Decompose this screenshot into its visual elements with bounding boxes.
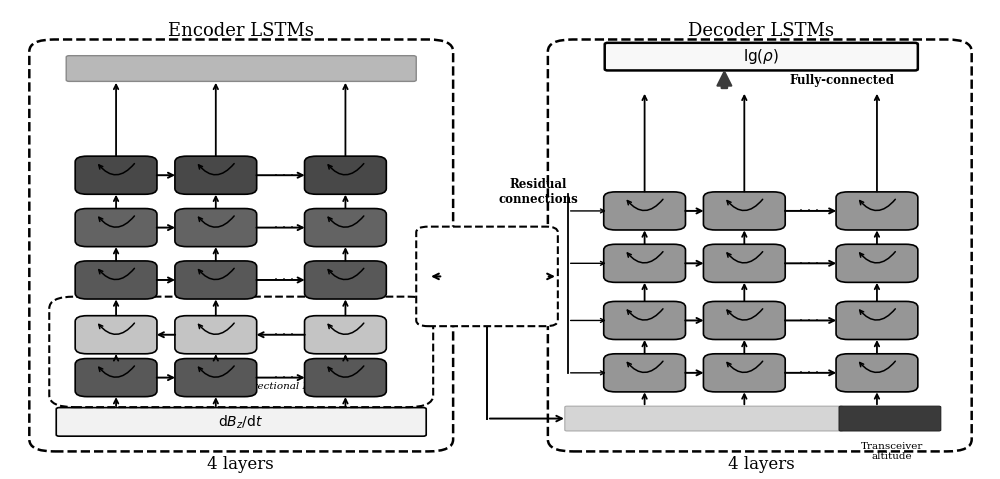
FancyBboxPatch shape [175,208,257,247]
Text: Fully-connected: Fully-connected [789,74,894,88]
FancyBboxPatch shape [305,156,386,194]
Text: $\mathrm{lg}(\rho)$: $\mathrm{lg}(\rho)$ [743,47,779,66]
Text: 4 layers: 4 layers [207,456,274,473]
FancyBboxPatch shape [836,192,918,230]
Text: Attention
module: Attention module [452,262,522,290]
FancyBboxPatch shape [175,316,257,354]
FancyBboxPatch shape [416,227,558,326]
Text: · · ·: · · · [799,257,819,270]
Text: · · ·: · · · [274,371,294,384]
FancyBboxPatch shape [56,408,426,436]
Text: Decoder LSTMs: Decoder LSTMs [688,22,834,40]
Text: · · ·: · · · [274,328,294,341]
FancyBboxPatch shape [75,156,157,194]
Text: · · ·: · · · [274,221,294,234]
FancyBboxPatch shape [605,43,918,70]
FancyBboxPatch shape [175,156,257,194]
Text: · · ·: · · · [799,314,819,327]
Text: · · ·: · · · [799,366,819,379]
FancyBboxPatch shape [305,208,386,247]
FancyBboxPatch shape [565,406,843,431]
FancyBboxPatch shape [75,359,157,397]
FancyBboxPatch shape [66,56,416,81]
Text: · · ·: · · · [274,274,294,286]
FancyBboxPatch shape [75,261,157,299]
Text: $\mathrm{d}B_z/\mathrm{d}t$: $\mathrm{d}B_z/\mathrm{d}t$ [218,413,263,431]
Text: Transceiver
altitude: Transceiver altitude [861,442,923,461]
FancyBboxPatch shape [175,359,257,397]
FancyBboxPatch shape [703,192,785,230]
Text: Residual
connections: Residual connections [498,178,578,206]
Text: Bi-directional LSTM layer: Bi-directional LSTM layer [228,382,363,391]
FancyBboxPatch shape [703,244,785,282]
FancyBboxPatch shape [175,261,257,299]
FancyBboxPatch shape [305,316,386,354]
Text: 4 layers: 4 layers [728,456,795,473]
FancyBboxPatch shape [305,261,386,299]
FancyBboxPatch shape [305,359,386,397]
FancyBboxPatch shape [836,244,918,282]
FancyBboxPatch shape [836,354,918,392]
Text: Encoder LSTMs: Encoder LSTMs [168,22,314,40]
FancyBboxPatch shape [703,354,785,392]
Text: · · ·: · · · [799,205,819,217]
FancyBboxPatch shape [703,301,785,340]
FancyBboxPatch shape [839,406,941,431]
FancyBboxPatch shape [75,208,157,247]
FancyBboxPatch shape [604,354,685,392]
FancyBboxPatch shape [604,192,685,230]
FancyBboxPatch shape [836,301,918,340]
FancyBboxPatch shape [604,301,685,340]
FancyBboxPatch shape [604,244,685,282]
FancyBboxPatch shape [75,316,157,354]
Text: · · ·: · · · [274,169,294,182]
